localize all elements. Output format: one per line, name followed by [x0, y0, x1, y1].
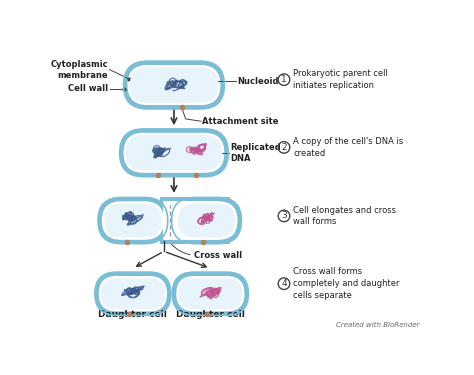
Text: Cross wall forms
completely and daughter
cells separate: Cross wall forms completely and daughter…	[293, 267, 400, 300]
FancyBboxPatch shape	[160, 198, 230, 244]
Text: Created with BioRender: Created with BioRender	[336, 322, 419, 328]
Text: Cell wall: Cell wall	[68, 84, 108, 93]
FancyBboxPatch shape	[124, 61, 224, 109]
FancyBboxPatch shape	[101, 278, 164, 309]
FancyBboxPatch shape	[175, 201, 237, 240]
FancyBboxPatch shape	[178, 204, 235, 237]
Text: Daughter cell: Daughter cell	[176, 310, 245, 319]
Text: 1: 1	[281, 75, 287, 84]
Text: Cross wall: Cross wall	[194, 251, 243, 260]
FancyBboxPatch shape	[124, 133, 224, 173]
Text: Cytoplasmic
membrane: Cytoplasmic membrane	[50, 60, 108, 80]
FancyBboxPatch shape	[130, 68, 218, 103]
Text: Prokaryotic parent cell
initiates replication: Prokaryotic parent cell initiates replic…	[293, 69, 388, 90]
Text: Replicated
DNA: Replicated DNA	[230, 143, 281, 163]
FancyBboxPatch shape	[104, 204, 162, 237]
Text: 2: 2	[281, 143, 287, 152]
Text: Daughter cell: Daughter cell	[99, 310, 167, 319]
FancyBboxPatch shape	[102, 201, 164, 240]
Text: Nucleoid: Nucleoid	[237, 77, 279, 86]
Text: A copy of the cell's DNA is
created: A copy of the cell's DNA is created	[293, 137, 403, 158]
FancyBboxPatch shape	[98, 198, 168, 244]
FancyBboxPatch shape	[95, 272, 171, 315]
FancyBboxPatch shape	[179, 278, 242, 309]
FancyBboxPatch shape	[99, 276, 167, 311]
FancyBboxPatch shape	[126, 135, 222, 171]
FancyBboxPatch shape	[172, 198, 241, 244]
Text: 3: 3	[281, 211, 287, 220]
FancyBboxPatch shape	[120, 129, 228, 177]
FancyBboxPatch shape	[173, 272, 248, 315]
Text: Attachment site: Attachment site	[202, 117, 278, 126]
Text: 4: 4	[281, 279, 287, 288]
FancyBboxPatch shape	[128, 65, 220, 105]
FancyBboxPatch shape	[163, 201, 219, 240]
Text: Cell elongates and cross
wall forms: Cell elongates and cross wall forms	[293, 206, 396, 226]
FancyBboxPatch shape	[176, 276, 245, 311]
